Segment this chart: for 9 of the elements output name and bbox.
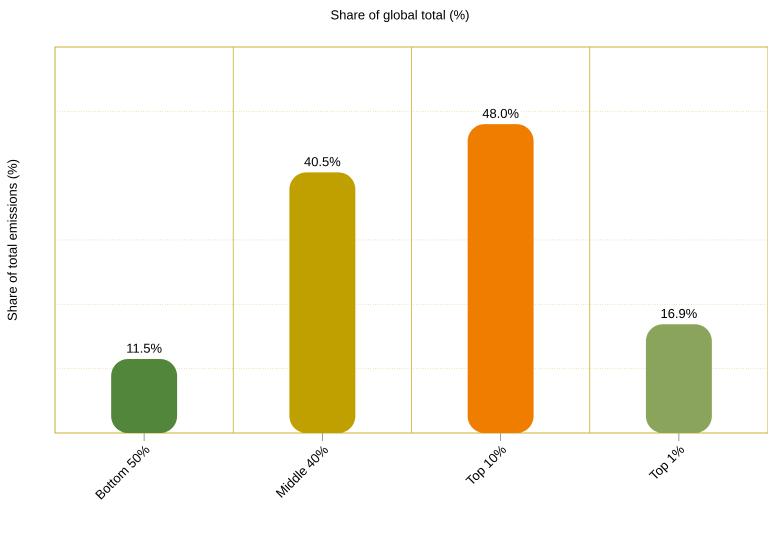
data-label: 40.5%	[304, 157, 340, 166]
data-label: 11.5%	[127, 344, 162, 353]
bar	[468, 124, 534, 433]
data-label: 48.0%	[482, 108, 519, 118]
x-tick-label: Top 1%	[648, 446, 684, 479]
x-tick-label: Top 10%	[465, 446, 506, 484]
data-label: 16.9%	[662, 308, 697, 318]
chart-title: Share of global total (%)	[331, 10, 469, 22]
y-axis-title: Share of total emissions (%)	[7, 160, 20, 320]
